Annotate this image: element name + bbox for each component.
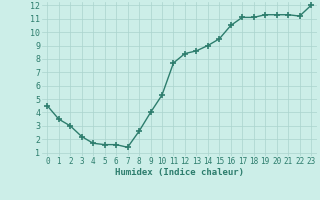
X-axis label: Humidex (Indice chaleur): Humidex (Indice chaleur) bbox=[115, 168, 244, 177]
